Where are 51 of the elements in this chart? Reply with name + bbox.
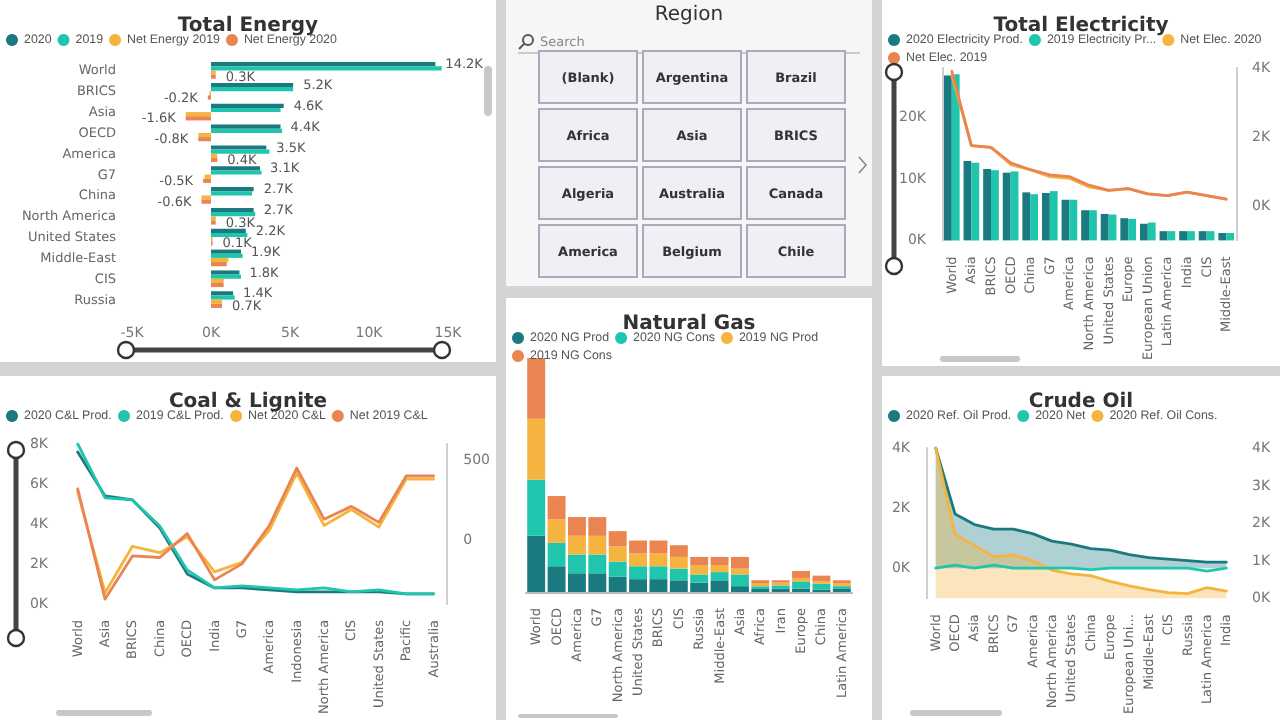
bar — [211, 66, 442, 71]
bar — [211, 278, 224, 283]
bar — [211, 257, 229, 263]
bar — [211, 282, 224, 288]
bar — [1030, 194, 1039, 241]
bar — [211, 103, 284, 108]
bar — [1167, 231, 1176, 241]
bar — [1198, 231, 1207, 241]
bar — [971, 162, 980, 241]
chart-title: Crude Oil — [1028, 391, 1134, 413]
bar — [1147, 222, 1156, 241]
bar — [527, 418, 546, 480]
bar — [211, 153, 218, 158]
bar — [1002, 172, 1011, 241]
bar — [1100, 213, 1109, 241]
bar — [983, 168, 991, 241]
bar — [1187, 231, 1195, 241]
bar — [198, 137, 211, 142]
bar — [1081, 210, 1089, 241]
bar — [1120, 218, 1129, 241]
text: Region — [652, 4, 726, 26]
bar — [211, 87, 294, 92]
bar — [1226, 233, 1235, 241]
bar — [211, 212, 256, 217]
bar — [943, 75, 952, 241]
bar — [1089, 210, 1097, 241]
bar — [211, 107, 281, 113]
bar — [1049, 191, 1058, 241]
chart-title: Coal & Lignite — [168, 391, 328, 413]
chart-title: Natural Gas — [622, 313, 756, 335]
bar — [527, 358, 546, 419]
bar — [211, 207, 254, 213]
bar — [991, 170, 999, 241]
bar — [1179, 231, 1187, 241]
bar — [951, 74, 960, 241]
bar — [1041, 192, 1050, 241]
bar — [1069, 199, 1078, 241]
chart-title: Total Electricity — [993, 15, 1170, 37]
bar — [1128, 218, 1137, 241]
chart-title: Total Energy — [177, 15, 320, 37]
bar — [211, 62, 436, 67]
bar — [527, 479, 546, 536]
bar — [1022, 192, 1031, 241]
bar — [1139, 223, 1148, 241]
bar — [211, 262, 227, 267]
bar — [211, 232, 248, 238]
bar — [211, 157, 218, 163]
bar — [211, 82, 294, 88]
bar — [211, 228, 246, 233]
bar — [1218, 233, 1227, 241]
bar — [198, 132, 211, 138]
